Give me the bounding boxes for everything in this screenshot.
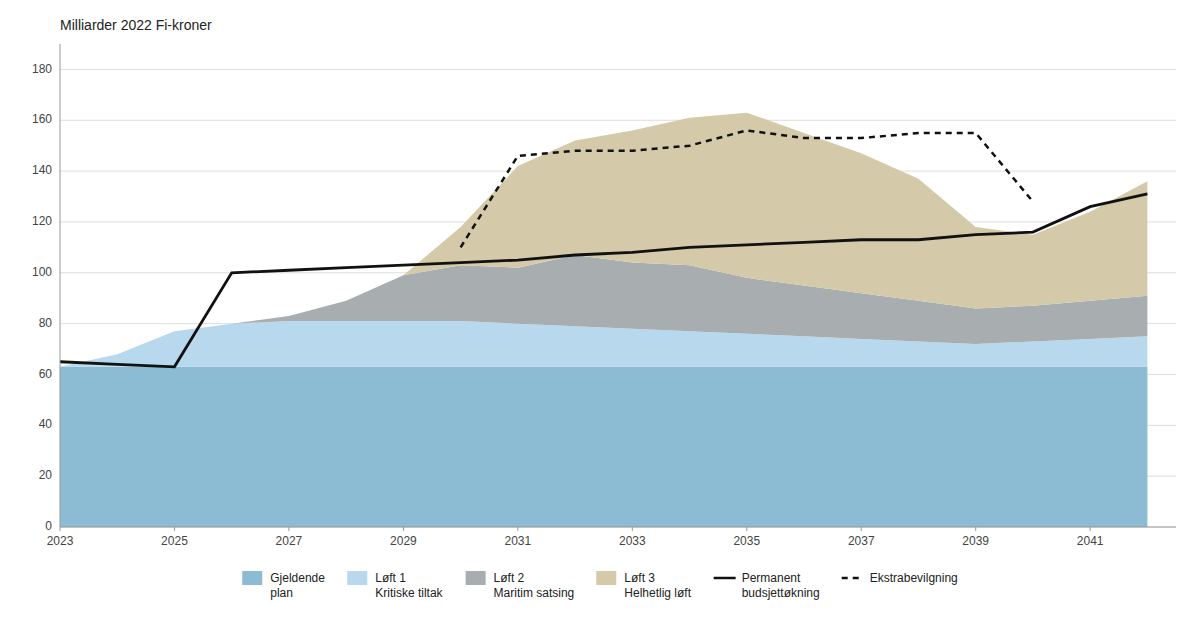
legend-label: Løft 1Kritiske tiltak <box>375 571 443 600</box>
legend-item: Løft 2Maritim satsing <box>466 571 575 600</box>
x-tick-label: 2035 <box>733 534 760 548</box>
legend-label-line: Helhetlig løft <box>624 586 691 600</box>
legend: Gjeldendeplan Løft 1Kritiske tiltak Løft 2… <box>242 571 958 600</box>
x-tick <box>1090 527 1091 531</box>
chart: 0 20 40 60 80 100 120 140 160 180 2023 2025 2027 2029… <box>0 0 1200 639</box>
y-tick-label: 180 <box>32 62 52 76</box>
grid-line <box>60 120 1176 121</box>
y-tick-label: 100 <box>32 265 52 279</box>
grid-line <box>60 69 1176 70</box>
legend-label-line: budsjettøkning <box>742 586 820 600</box>
y-tick-label: 80 <box>39 316 53 330</box>
plot-data <box>60 113 1147 527</box>
legend-label: Løft 3Helhetlig løft <box>624 571 691 600</box>
legend-item: Løft 3Helhetlig løft <box>596 571 691 600</box>
x-tick <box>403 527 404 531</box>
legend-item: Gjeldendeplan <box>242 571 325 600</box>
x-tick <box>60 527 61 531</box>
legend-label-line: Løft 1 <box>375 571 406 585</box>
x-tick <box>746 527 747 531</box>
y-tick-label: 160 <box>32 112 52 126</box>
title: Milliarder 2022 Fi-kroner <box>60 17 212 33</box>
legend-label: Løft 2Maritim satsing <box>494 571 575 600</box>
legend-swatch <box>242 571 262 585</box>
legend-item: Ekstrabevilgning <box>842 571 958 585</box>
x-tick <box>288 527 289 531</box>
legend-label: Gjeldendeplan <box>270 571 325 600</box>
legend-item: Løft 1Kritiske tiltak <box>347 571 443 600</box>
x-tick <box>174 527 175 531</box>
y-axis-line <box>60 44 61 527</box>
y-tick-label: 140 <box>32 163 52 177</box>
x-tick-label: 2029 <box>390 534 417 548</box>
legend-label-line: Permanent <box>742 571 801 585</box>
legend-label-line: plan <box>270 586 293 600</box>
grid-line <box>60 527 1176 528</box>
x-tick <box>975 527 976 531</box>
legend-swatch <box>596 571 616 585</box>
legend-swatch <box>347 571 367 585</box>
line <box>461 130 1033 247</box>
legend-label-line: Løft 2 <box>494 571 525 585</box>
x-tick-label: 2023 <box>47 534 74 548</box>
legend-item: Permanentbudsjettøkning <box>714 571 820 600</box>
legend-label: Permanentbudsjettøkning <box>742 571 820 600</box>
area <box>60 113 1147 367</box>
x-axis-line <box>60 527 1176 528</box>
legend-label-line: Ekstrabevilgning <box>870 571 958 585</box>
y-tick-label: 20 <box>39 468 53 482</box>
x-tick-label: 2039 <box>962 534 989 548</box>
legend-swatch <box>842 577 864 580</box>
y-tick-label: 60 <box>39 367 53 381</box>
grid <box>60 69 1176 527</box>
y-tick-label: 0 <box>45 519 52 533</box>
line <box>60 194 1147 367</box>
x-tick-label: 2031 <box>504 534 531 548</box>
y-tick-label: 40 <box>39 417 53 431</box>
x-tick-label: 2027 <box>276 534 303 548</box>
legend-swatch <box>466 571 486 585</box>
area <box>60 367 1147 527</box>
x-tick <box>517 527 518 531</box>
legend-label-line: Kritiske tiltak <box>375 586 443 600</box>
x-tick <box>632 527 633 531</box>
x-tick-label: 2033 <box>619 534 646 548</box>
legend-label-line: Løft 3 <box>624 571 655 585</box>
legend-swatch <box>714 577 736 580</box>
legend-label-line: Gjeldende <box>270 571 325 585</box>
y-tick-label: 120 <box>32 214 52 228</box>
x-tick-label: 2037 <box>848 534 875 548</box>
x-tick-label: 2025 <box>161 534 188 548</box>
legend-label-line: Maritim satsing <box>494 586 575 600</box>
x-tick <box>861 527 862 531</box>
legend-label: Ekstrabevilgning <box>870 571 958 585</box>
x-tick-label: 2041 <box>1077 534 1104 548</box>
